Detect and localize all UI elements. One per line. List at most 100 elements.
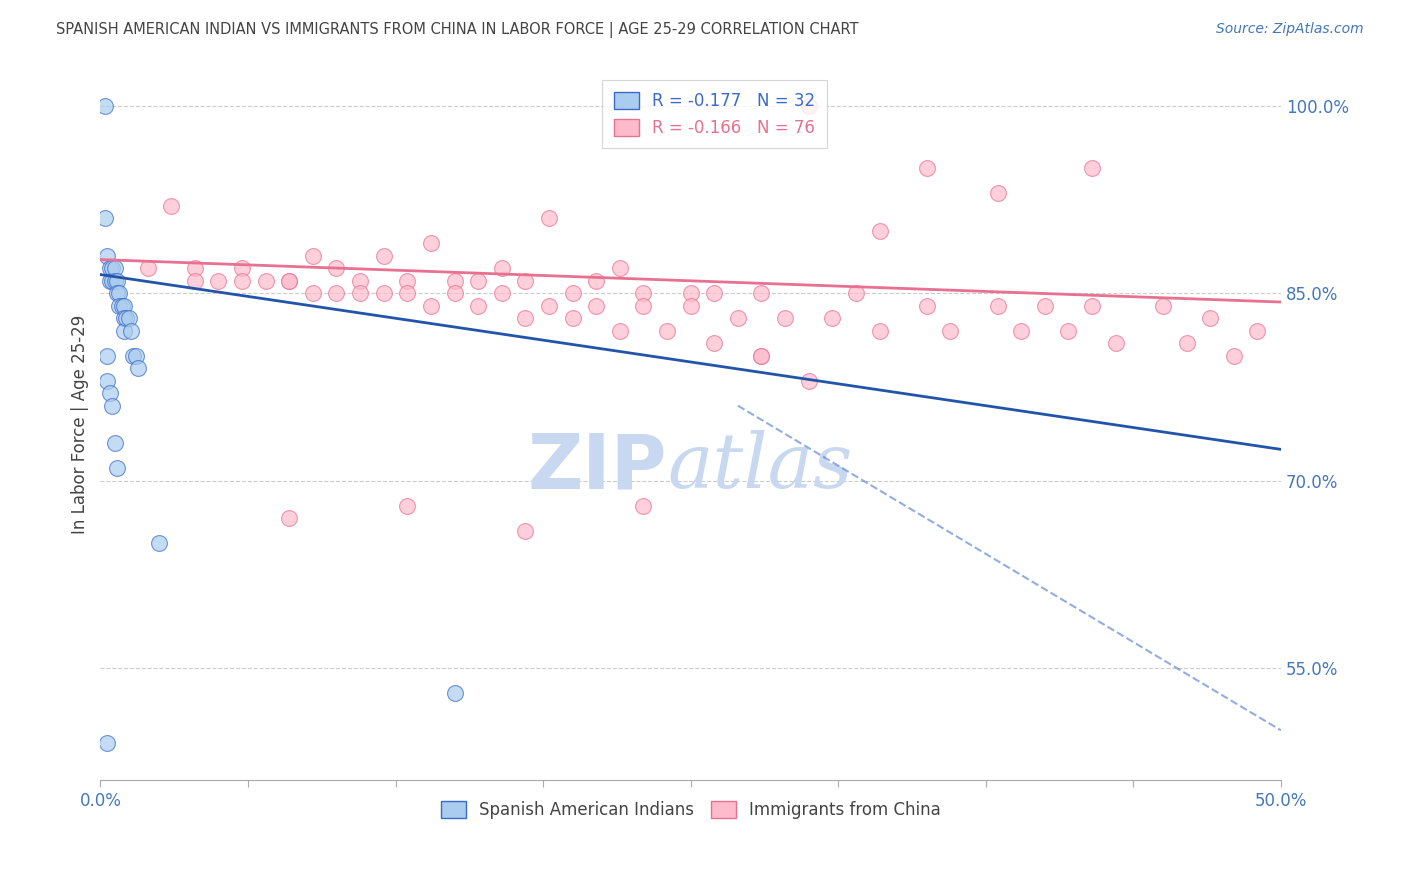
Point (396, 286, 419, 301)
Point (515, 311, 537, 326)
Point (703, 336, 725, 351)
Point (349, 286, 371, 301)
Point (118, 311, 141, 326)
Point (349, 274, 371, 288)
Point (96, 374, 118, 388)
Point (103, 274, 125, 288)
Point (633, 299, 655, 313)
Point (108, 286, 131, 301)
Point (821, 311, 844, 326)
Point (609, 261, 631, 276)
Point (751, 286, 773, 301)
Point (112, 311, 135, 326)
Point (679, 299, 702, 313)
Legend: Spanish American Indians, Immigrants from China: Spanish American Indians, Immigrants fro… (434, 794, 948, 825)
Point (98, 386, 121, 401)
Point (373, 286, 395, 301)
Point (103, 436, 125, 450)
Point (325, 286, 347, 301)
Point (679, 286, 702, 301)
Point (585, 274, 607, 288)
Point (633, 499, 655, 513)
Point (443, 286, 465, 301)
Point (278, 274, 301, 288)
Point (419, 299, 441, 313)
Point (96, 249, 118, 263)
Text: Source: ZipAtlas.com: Source: ZipAtlas.com (1216, 22, 1364, 37)
Point (987, 186, 1010, 201)
Point (537, 211, 560, 226)
Point (160, 199, 183, 213)
Point (727, 311, 749, 326)
Point (184, 261, 207, 276)
Point (655, 324, 678, 338)
Point (633, 286, 655, 301)
Point (869, 224, 891, 238)
Y-axis label: In Labor Force | Age 25-29: In Labor Force | Age 25-29 (72, 315, 89, 534)
Point (585, 299, 607, 313)
Point (751, 349, 773, 363)
Point (101, 261, 124, 276)
Point (396, 499, 419, 513)
Point (561, 286, 583, 301)
Point (1081, 161, 1104, 176)
Point (915, 299, 938, 313)
Point (325, 261, 347, 276)
Point (278, 274, 301, 288)
Point (797, 99, 820, 113)
Point (419, 236, 441, 251)
Point (125, 349, 148, 363)
Point (136, 261, 159, 276)
Point (797, 374, 820, 388)
Point (443, 686, 465, 700)
Point (491, 286, 513, 301)
Point (122, 349, 145, 363)
Point (515, 274, 537, 288)
Point (98, 274, 121, 288)
Point (703, 286, 725, 301)
Point (561, 311, 583, 326)
Point (869, 324, 891, 338)
Point (609, 324, 631, 338)
Point (105, 274, 128, 288)
Point (396, 274, 419, 288)
Point (302, 286, 325, 301)
Point (773, 311, 796, 326)
Point (110, 299, 132, 313)
Point (751, 349, 773, 363)
Point (101, 399, 124, 413)
Point (1246, 324, 1268, 338)
Point (94, 99, 117, 113)
Point (491, 261, 513, 276)
Point (915, 161, 938, 176)
Point (127, 361, 149, 376)
Point (515, 524, 537, 538)
Point (1105, 336, 1128, 351)
Point (939, 324, 962, 338)
Text: ZIP: ZIP (527, 430, 666, 504)
Point (302, 249, 325, 263)
Point (443, 274, 465, 288)
Point (1199, 311, 1222, 326)
Point (1010, 324, 1032, 338)
Point (105, 286, 128, 301)
Point (96, 349, 118, 363)
Point (94, 211, 117, 226)
Point (845, 286, 868, 301)
Point (1057, 324, 1080, 338)
Point (112, 299, 135, 313)
Point (231, 274, 253, 288)
Point (1175, 336, 1198, 351)
Point (1081, 299, 1104, 313)
Point (278, 511, 301, 525)
Point (148, 536, 170, 550)
Point (373, 249, 395, 263)
Point (101, 274, 124, 288)
Point (231, 261, 253, 276)
Point (467, 274, 489, 288)
Point (207, 274, 229, 288)
Text: SPANISH AMERICAN INDIAN VS IMMIGRANTS FROM CHINA IN LABOR FORCE | AGE 25-29 CORR: SPANISH AMERICAN INDIAN VS IMMIGRANTS FR… (56, 22, 859, 38)
Text: atlas: atlas (666, 430, 852, 504)
Point (467, 299, 489, 313)
Point (98, 261, 121, 276)
